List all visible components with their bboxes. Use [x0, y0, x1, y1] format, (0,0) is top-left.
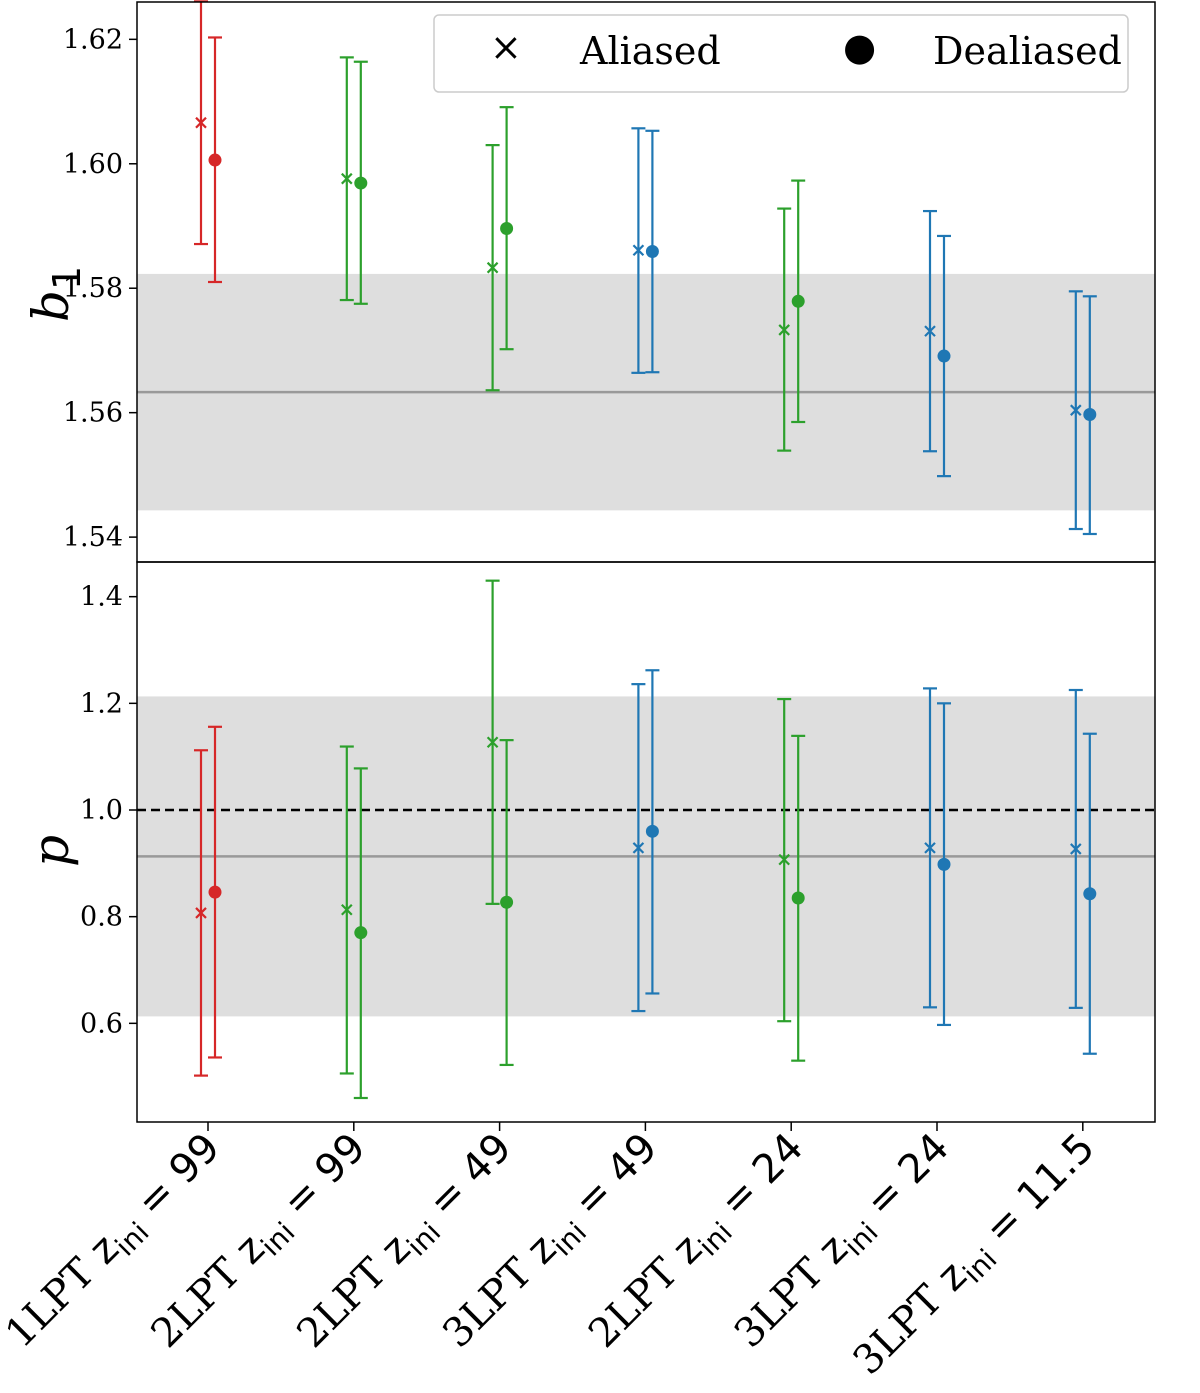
dealiased-point — [937, 349, 951, 363]
dealiased-errorbar-3 — [499, 739, 514, 1067]
top-y-axis: 1.54 1.56 1.58 1.60 1.62 — [63, 24, 137, 553]
dealiased-errorbar-2 — [353, 60, 368, 305]
y-tick-label: 0.6 — [80, 1008, 123, 1039]
aliased-errorbar-5 — [777, 697, 792, 1023]
x-tick-method: 2LPT — [143, 1241, 259, 1357]
y-tick-label: 1.58 — [63, 273, 123, 304]
legend-aliased-marker: × — [490, 25, 522, 69]
aliased-point — [486, 261, 499, 274]
y-tick-label: 1.56 — [63, 398, 123, 429]
aliased-errorbar-2 — [339, 745, 354, 1075]
x-tick-method: 2LPT — [580, 1241, 696, 1357]
aliased-errorbar-4 — [631, 683, 646, 1013]
aliased-errorbar-3 — [485, 144, 500, 392]
dealiased-errorbar-5 — [791, 734, 806, 1062]
aliased-point — [341, 903, 353, 916]
dealiased-point — [354, 926, 368, 940]
legend: × Aliased ● Dealiased — [433, 14, 1129, 93]
top-y-axis-label: b1 — [22, 266, 89, 322]
dealiased-point — [1083, 408, 1097, 422]
y-tick-label: 0.8 — [80, 902, 123, 933]
legend-dealiased-label: Dealiased — [933, 29, 1122, 73]
legend-dealiased-marker: ● — [843, 25, 876, 69]
aliased-errorbar-4 — [631, 127, 646, 374]
dealiased-errorbar-7 — [1082, 295, 1097, 536]
x-tick-method: 3LPT — [434, 1241, 550, 1357]
aliased-point — [1070, 404, 1082, 416]
aliased-point — [778, 324, 790, 336]
x-tick-method: 3LPT — [845, 1268, 961, 1384]
dealiased-point — [645, 824, 659, 838]
aliased-errorbar-5 — [777, 207, 792, 452]
y-tick-label: 1.60 — [63, 149, 123, 180]
aliased-errorbar-7 — [1068, 688, 1083, 1009]
bottom-y-axis-label: p — [22, 835, 80, 867]
aliased-point — [195, 907, 207, 919]
legend-box — [433, 14, 1129, 93]
dealiased-point — [354, 176, 368, 190]
dealiased-point — [937, 857, 951, 871]
x-tick-value: = 99 — [119, 1125, 229, 1235]
top-panel: 1.54 1.56 1.58 1.60 1.62 b1 × Aliased ● Deal… — [22, 0, 1156, 563]
aliased-errorbar-1 — [194, 749, 208, 1077]
dealiased-point — [208, 885, 222, 899]
dealiased-point — [500, 221, 514, 235]
dealiased-errorbar-1 — [208, 725, 222, 1059]
x-tick-value: = 49 — [410, 1125, 520, 1235]
aliased-errorbar-2 — [339, 56, 354, 302]
aliased-point — [924, 842, 936, 854]
x-tick-value: = 11.5 — [967, 1125, 1104, 1262]
dealiased-point — [645, 245, 659, 259]
aliased-point — [632, 842, 645, 854]
dealiased-errorbar-6 — [937, 702, 951, 1027]
y-tick-label: 1.54 — [63, 522, 123, 553]
top-data-marks — [194, 0, 1097, 536]
aliased-errorbar-1 — [194, 0, 208, 246]
bottom-y-axis: 0.6 0.8 1.0 1.2 1.4 — [80, 582, 137, 1039]
dealiased-point — [500, 895, 514, 909]
dealiased-errorbar-4 — [645, 129, 660, 374]
dealiased-point — [208, 153, 222, 167]
x-tick-method: 3LPT — [726, 1241, 842, 1357]
aliased-errorbar-7 — [1068, 290, 1083, 531]
aliased-point — [924, 325, 936, 337]
x-tick-method: 1LPT — [0, 1241, 113, 1357]
bottom-data-marks — [194, 579, 1097, 1100]
x-tick-method: 2LPT — [288, 1241, 404, 1357]
x-tick-value: = 24 — [702, 1125, 812, 1235]
aliased-point — [632, 244, 645, 257]
x-tick-value: = 99 — [265, 1125, 375, 1235]
dealiased-errorbar-5 — [791, 179, 806, 424]
aliased-point — [195, 116, 207, 129]
dealiased-point — [791, 891, 805, 905]
y-tick-label: 1.62 — [63, 24, 123, 55]
x-tick-label: 3LPT zini = 11.5 — [845, 1125, 1109, 1389]
x-tick-value: = 24 — [848, 1125, 958, 1235]
aliased-point — [341, 172, 353, 185]
dealiased-point — [1083, 887, 1097, 901]
y-tick-label: 1.4 — [80, 582, 123, 613]
dealiased-errorbar-7 — [1082, 732, 1097, 1055]
y-tick-label: 1.0 — [80, 795, 123, 826]
dealiased-point — [791, 294, 805, 308]
x-tick-value: = 49 — [556, 1125, 666, 1235]
legend-aliased-label: Aliased — [579, 29, 721, 73]
dealiased-errorbar-2 — [353, 767, 368, 1100]
bottom-panel: 0.6 0.8 1.0 1.2 1.4 p — [22, 561, 1156, 1123]
dealiased-errorbar-6 — [937, 234, 951, 478]
aliased-point — [486, 736, 499, 749]
y-tick-label: 1.2 — [80, 688, 123, 719]
dealiased-errorbar-4 — [645, 669, 660, 995]
dealiased-errorbar-1 — [208, 36, 222, 284]
aliased-point — [778, 853, 790, 866]
dealiased-errorbar-3 — [499, 106, 514, 351]
aliased-point — [1070, 843, 1082, 855]
aliased-errorbar-6 — [923, 687, 937, 1009]
aliased-errorbar-3 — [485, 579, 500, 905]
aliased-errorbar-6 — [923, 209, 937, 453]
